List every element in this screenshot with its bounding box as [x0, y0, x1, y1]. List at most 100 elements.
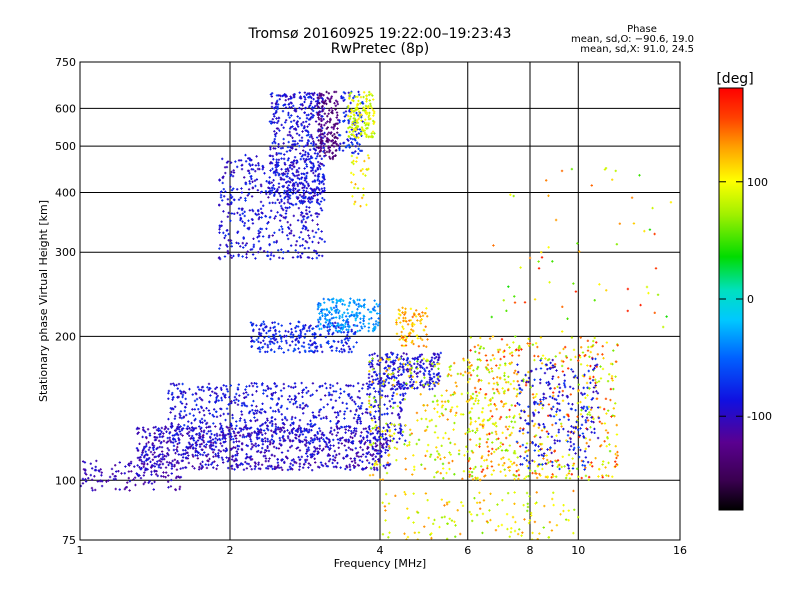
data-point	[250, 431, 254, 435]
data-point	[348, 125, 352, 129]
data-point	[329, 132, 332, 135]
data-point	[610, 374, 614, 378]
data-point	[334, 122, 337, 126]
data-point	[453, 361, 456, 365]
data-point	[280, 324, 283, 327]
data-point	[221, 434, 224, 437]
data-point	[130, 470, 133, 473]
data-point	[288, 344, 292, 347]
data-point	[468, 367, 472, 370]
data-point	[289, 146, 292, 149]
data-point	[531, 471, 534, 475]
data-point	[286, 167, 289, 170]
data-point	[206, 453, 210, 456]
data-point	[453, 473, 456, 476]
data-point	[357, 93, 361, 96]
data-point	[100, 471, 103, 474]
data-point	[519, 445, 522, 448]
data-point	[470, 407, 474, 410]
data-point	[272, 179, 275, 182]
data-point	[602, 357, 605, 360]
data-point	[362, 95, 365, 99]
data-point	[280, 123, 283, 127]
data-point	[202, 409, 205, 412]
data-point	[252, 243, 256, 247]
data-point	[257, 250, 260, 254]
data-point	[191, 393, 194, 396]
data-point	[485, 433, 489, 436]
data-point	[419, 322, 423, 325]
data-point	[593, 431, 596, 435]
data-point	[318, 444, 322, 448]
data-point	[355, 133, 358, 136]
data-point	[583, 450, 587, 453]
data-point	[408, 433, 412, 437]
data-point	[355, 119, 359, 122]
data-point	[301, 211, 304, 215]
data-point	[255, 155, 258, 158]
data-point	[421, 314, 425, 317]
data-point	[429, 453, 433, 456]
data-point	[580, 391, 583, 395]
data-point	[368, 474, 372, 477]
data-point	[319, 207, 323, 210]
data-point	[236, 444, 239, 448]
data-point	[326, 133, 329, 136]
data-point	[198, 445, 202, 448]
data-point	[200, 429, 203, 433]
data-point	[526, 342, 529, 345]
data-point	[321, 97, 324, 100]
data-point	[335, 349, 338, 352]
data-point	[316, 465, 320, 469]
data-point	[278, 436, 281, 440]
data-point	[580, 423, 584, 427]
data-point	[282, 185, 285, 189]
data-point	[383, 403, 386, 406]
data-point	[146, 462, 149, 466]
data-point	[280, 413, 283, 416]
data-point	[241, 207, 244, 210]
data-point	[288, 127, 292, 130]
data-point	[363, 442, 366, 446]
data-point	[316, 155, 319, 158]
data-point	[401, 430, 405, 434]
data-point	[296, 183, 299, 186]
data-point	[293, 143, 296, 147]
data-point	[298, 106, 301, 110]
data-point	[580, 408, 583, 412]
data-point	[445, 389, 448, 392]
data-point	[345, 454, 349, 457]
data-point	[213, 460, 216, 463]
data-point	[367, 326, 371, 329]
data-point	[212, 455, 215, 458]
data-point	[284, 215, 288, 219]
data-point	[349, 457, 352, 460]
data-point	[308, 135, 312, 139]
data-point	[409, 428, 412, 431]
data-point	[305, 187, 309, 190]
data-point	[476, 429, 479, 432]
data-point	[167, 397, 170, 400]
data-point	[493, 357, 496, 360]
data-point	[368, 354, 371, 357]
data-point	[498, 363, 502, 367]
data-point	[193, 467, 196, 470]
data-point	[255, 385, 259, 388]
data-point	[290, 96, 293, 100]
data-point	[499, 357, 502, 361]
data-point	[489, 409, 492, 413]
data-point	[205, 443, 208, 446]
data-point	[324, 154, 327, 157]
data-point	[376, 305, 380, 308]
data-point	[278, 94, 282, 97]
data-point	[336, 122, 339, 125]
data-point	[279, 466, 283, 469]
data-point	[366, 308, 370, 311]
data-point	[235, 241, 238, 244]
data-point	[397, 431, 400, 435]
data-point	[229, 193, 232, 197]
data-point	[395, 441, 399, 444]
data-point	[609, 362, 613, 366]
data-point	[607, 409, 610, 412]
data-point	[250, 218, 254, 221]
